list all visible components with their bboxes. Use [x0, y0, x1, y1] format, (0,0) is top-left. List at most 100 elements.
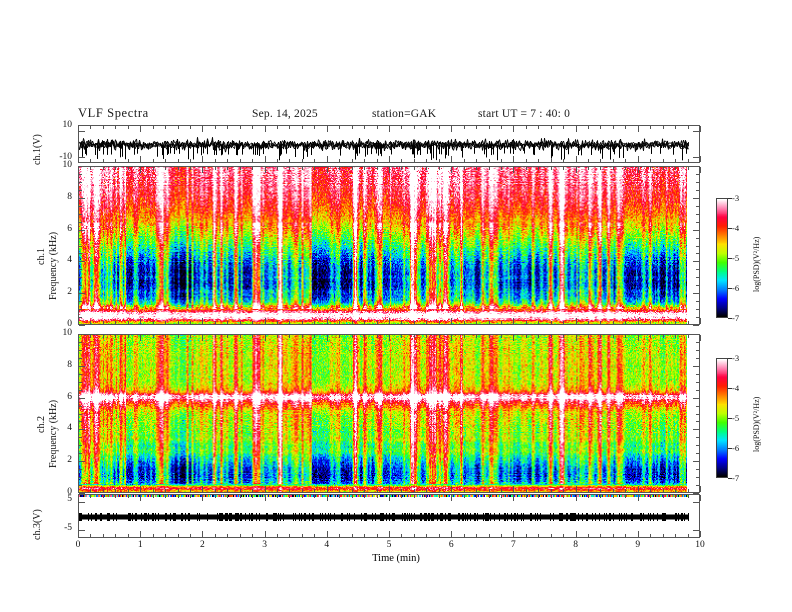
tick-mark	[588, 495, 589, 498]
tick-mark	[103, 321, 104, 324]
tick-mark	[696, 350, 699, 351]
tick-mark	[501, 159, 502, 162]
colorbar-tick-mark	[728, 318, 732, 319]
tick-mark	[215, 335, 216, 338]
tick-mark	[327, 486, 328, 492]
x-axis-label: Time (min)	[372, 553, 420, 564]
tick-mark	[700, 126, 701, 132]
tick-mark	[401, 321, 402, 324]
tick-mark	[688, 534, 689, 537]
tick-mark	[638, 531, 639, 537]
start-ut-label: start UT = 7 : 40: 0	[478, 108, 571, 120]
tick-mark	[700, 335, 701, 341]
tick-mark	[327, 495, 328, 501]
tick-mark	[190, 335, 191, 338]
tick-mark	[178, 321, 179, 324]
tick-mark	[240, 159, 241, 162]
tick-mark	[339, 534, 340, 537]
tick-mark	[115, 534, 116, 537]
tick-mark	[202, 126, 203, 132]
ch3-waveform-ylabel: ch.3(V)	[32, 509, 43, 540]
tick-mark	[526, 335, 527, 338]
tick-mark	[526, 126, 527, 129]
tick-mark	[289, 335, 290, 338]
tick-mark	[576, 156, 577, 162]
tick-mark	[79, 358, 82, 359]
tick-mark	[103, 489, 104, 492]
spectrogram-ytick-6: 6	[67, 223, 72, 234]
tick-mark	[693, 334, 699, 335]
tick-mark	[513, 156, 514, 162]
spectrogram-ytick-10: 10	[62, 160, 73, 170]
tick-mark	[103, 534, 104, 537]
tick-mark	[377, 335, 378, 338]
ch1-ytick-10: 10	[62, 120, 73, 130]
tick-mark	[675, 321, 676, 324]
tick-mark	[215, 159, 216, 162]
tick-mark	[289, 126, 290, 129]
tick-mark	[451, 495, 452, 501]
x-tick-2: 2	[200, 540, 205, 550]
tick-mark	[389, 486, 390, 492]
colorbar-tick-mark	[728, 358, 732, 359]
tick-mark	[696, 269, 699, 270]
tick-mark	[153, 335, 154, 338]
ch1-spectrogram-image	[79, 167, 699, 324]
tick-mark	[140, 318, 141, 324]
tick-mark	[650, 321, 651, 324]
colorbar-tick-mark	[728, 258, 732, 259]
tick-mark	[638, 126, 639, 132]
tick-mark	[389, 495, 390, 501]
tick-mark	[140, 486, 141, 492]
tick-mark	[613, 167, 614, 170]
tick-mark	[476, 126, 477, 129]
tick-mark	[377, 495, 378, 498]
tick-mark	[90, 489, 91, 492]
tick-mark	[563, 495, 564, 498]
ch2-spectrogram-panel	[78, 334, 700, 493]
tick-mark	[663, 335, 664, 338]
tick-mark	[426, 335, 427, 338]
tick-mark	[352, 321, 353, 324]
tick-mark	[688, 321, 689, 324]
tick-mark	[79, 461, 85, 462]
tick-mark	[563, 167, 564, 170]
tick-mark	[252, 159, 253, 162]
tick-mark	[638, 156, 639, 162]
tick-mark	[489, 126, 490, 129]
tick-mark	[165, 321, 166, 324]
tick-mark	[513, 167, 514, 173]
tick-mark	[489, 335, 490, 338]
tick-mark	[79, 469, 82, 470]
tick-mark	[314, 534, 315, 537]
colorbar-tick--6: -6	[732, 283, 740, 293]
tick-mark	[339, 489, 340, 492]
ch3-waveform-panel	[78, 494, 700, 538]
colorbar-tick-mark	[728, 418, 732, 419]
tick-mark	[700, 486, 701, 492]
tick-mark	[327, 531, 328, 537]
tick-mark	[489, 321, 490, 324]
tick-mark	[513, 486, 514, 492]
tick-mark	[576, 531, 577, 537]
tick-mark	[600, 534, 601, 537]
tick-mark	[576, 335, 577, 341]
tick-mark	[513, 126, 514, 132]
x-tick-10: 10	[695, 540, 705, 550]
plot-date: Sep. 14, 2025	[252, 108, 318, 120]
tick-mark	[79, 182, 82, 183]
tick-mark	[79, 230, 85, 231]
tick-mark	[663, 495, 664, 498]
tick-mark	[277, 335, 278, 338]
tick-mark	[339, 335, 340, 338]
tick-mark	[128, 321, 129, 324]
tick-mark	[240, 321, 241, 324]
tick-mark	[202, 335, 203, 341]
tick-mark	[153, 321, 154, 324]
tick-mark	[79, 350, 82, 351]
tick-mark	[650, 534, 651, 537]
tick-mark	[588, 335, 589, 338]
tick-mark	[79, 477, 82, 478]
tick-mark	[327, 167, 328, 173]
tick-mark	[289, 534, 290, 537]
